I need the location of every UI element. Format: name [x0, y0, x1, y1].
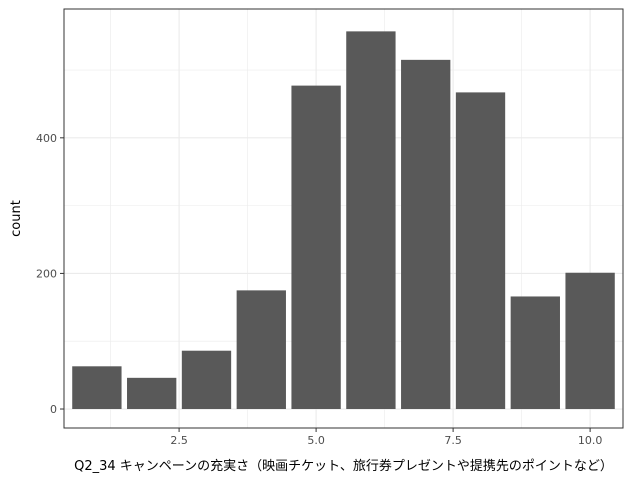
bar [565, 272, 615, 410]
bar [291, 85, 341, 410]
y-tick-label: 200 [36, 267, 57, 280]
x-tick-label: 5.0 [307, 434, 325, 447]
bar [346, 31, 396, 410]
y-axis-title: count [9, 200, 24, 237]
bar [72, 366, 122, 410]
bar [127, 377, 177, 410]
x-tick-label: 10.0 [578, 434, 603, 447]
bar [401, 59, 451, 410]
y-tick-label: 400 [36, 132, 57, 145]
panel-border [63, 8, 624, 429]
y-tick-label: 0 [50, 403, 57, 416]
bar [455, 92, 506, 410]
bar [181, 350, 232, 410]
bar [510, 296, 560, 410]
x-axis-title: Q2_34 キャンペーンの充実さ（映画チケット、旅行券プレゼントや提携先のポイン… [74, 458, 613, 474]
y-axis-ticks: 0 200 400 [36, 132, 64, 416]
bar [236, 290, 286, 410]
x-tick-label: 2.5 [170, 434, 188, 447]
bars [72, 31, 615, 410]
x-tick-label: 7.5 [444, 434, 462, 447]
x-axis-ticks: 2.5 5.0 7.5 10.0 [170, 428, 602, 447]
